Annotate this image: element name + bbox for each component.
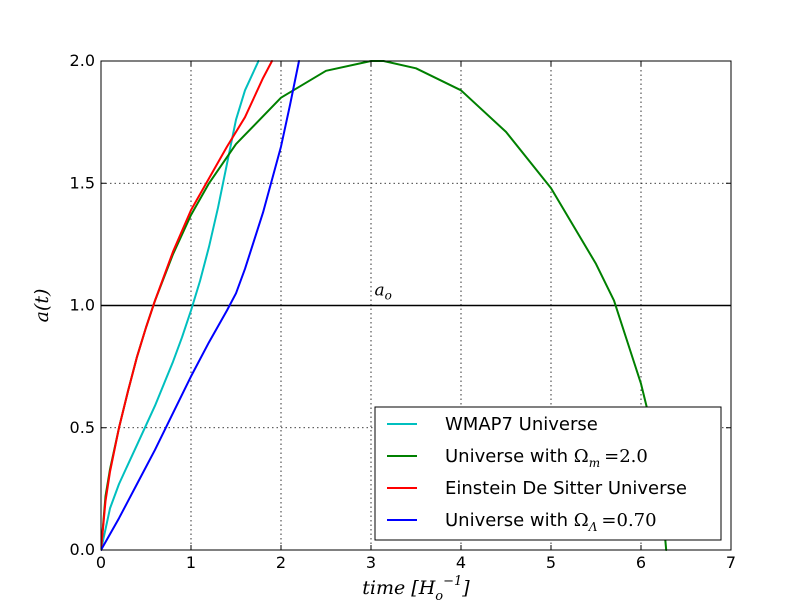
series-line-omega-lambda <box>101 60 300 551</box>
legend: WMAP7 Universe Universe with Ωm =2.0 Einste… <box>374 406 722 541</box>
x-tick-label: 1 <box>186 553 196 572</box>
x-tick-label: 4 <box>456 553 466 572</box>
legend-label-wmap7: WMAP7 Universe <box>445 414 598 435</box>
ticks: 0 1 2 3 4 5 6 7 0.0 0.5 1.0 1.5 2.0 <box>70 51 737 572</box>
reference-line-label: ao <box>375 281 392 303</box>
legend-label-eds: Einstein De Sitter Universe <box>445 478 687 499</box>
legend-box <box>374 406 722 541</box>
legend-label-omega-lambda: Universe with ΩΛ =0.70 <box>445 510 657 534</box>
x-tick-label: 2 <box>276 553 286 572</box>
x-tick-label: 5 <box>546 553 556 572</box>
y-tick-label: 1.0 <box>70 296 95 315</box>
y-tick-label: 0.5 <box>70 418 95 437</box>
series-group <box>101 60 668 551</box>
y-tick-label: 1.5 <box>70 173 95 192</box>
legend-label-omega-m: Universe with Ωm =2.0 <box>445 446 648 470</box>
x-tick-label: 3 <box>366 553 376 572</box>
x-tick-label: 0 <box>96 553 106 572</box>
y-tick-label: 2.0 <box>70 51 95 70</box>
x-axis-label: time [Ho−1] <box>362 574 470 604</box>
y-axis-label: a(t) <box>31 289 53 323</box>
y-tick-label: 0.0 <box>70 540 95 559</box>
x-tick-label: 6 <box>636 553 646 572</box>
x-tick-label: 7 <box>726 553 736 572</box>
series-line-eds <box>101 60 273 551</box>
